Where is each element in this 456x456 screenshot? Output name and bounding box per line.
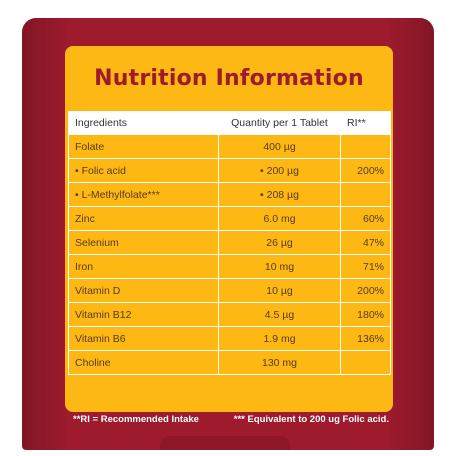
ingredient-name: Folate xyxy=(68,134,219,159)
ingredient-quantity: 1.9 mg xyxy=(218,326,341,351)
ingredient-quantity: 400 µg xyxy=(218,134,341,159)
footnote-ri: **RI = Recommended Intake xyxy=(73,414,199,425)
header-ingredients: Ingredients xyxy=(68,111,219,135)
ingredient-quantity: 10 µg xyxy=(218,278,341,303)
nutrition-table: Ingredients Quantity per 1 Tablet RI** F… xyxy=(68,111,391,375)
table-row: Vitamin B12 4.5 µg 180% xyxy=(68,302,391,327)
ingredient-quantity: 26 µg xyxy=(218,230,341,255)
ingredient-ri: 136% xyxy=(340,326,391,351)
ingredient-ri: 47% xyxy=(340,230,391,255)
ingredient-quantity: 130 mg xyxy=(218,350,341,375)
ingredient-ri: 71% xyxy=(340,254,391,279)
table-row: Choline 130 mg xyxy=(68,350,391,375)
ingredient-quantity: 6.0 mg xyxy=(218,206,341,231)
ingredient-ri: 200% xyxy=(340,278,391,303)
table-row: Vitamin B6 1.9 mg 136% xyxy=(68,326,391,351)
ingredient-name: Vitamin B12 xyxy=(68,302,219,327)
ingredient-ri xyxy=(340,350,391,375)
ingredient-ri xyxy=(340,182,391,207)
ingredient-name: Choline xyxy=(68,350,219,375)
ingredient-name: • L-Methylfolate*** xyxy=(68,182,219,207)
ingredient-name: Iron xyxy=(68,254,219,279)
ingredient-name: • Folic acid xyxy=(68,158,219,183)
footnote-folate: *** Equivalent to 200 ug Folic acid. xyxy=(233,414,389,425)
nutrition-title: Nutrition Information xyxy=(94,66,364,91)
table-row: Iron 10 mg 71% xyxy=(68,254,391,279)
table-row: • L-Methylfolate*** • 208 µg xyxy=(68,182,391,207)
footnotes: **RI = Recommended Intake *** Equivalent… xyxy=(65,414,393,430)
ingredient-ri: 180% xyxy=(340,302,391,327)
package-tab xyxy=(160,436,290,450)
table-row: Zinc 6.0 mg 60% xyxy=(68,206,391,231)
ingredient-name: Vitamin B6 xyxy=(68,326,219,351)
table-row: Selenium 26 µg 47% xyxy=(68,230,391,255)
table-row: • Folic acid • 200 µg 200% xyxy=(68,158,391,183)
header-ri: RI** xyxy=(340,111,391,135)
table-header-row: Ingredients Quantity per 1 Tablet RI** xyxy=(68,111,391,135)
ingredient-name: Vitamin D xyxy=(68,278,219,303)
ingredient-quantity: 4.5 µg xyxy=(218,302,341,327)
ingredient-quantity: 10 mg xyxy=(218,254,341,279)
ingredient-ri xyxy=(340,134,391,159)
header-quantity: Quantity per 1 Tablet xyxy=(218,111,341,135)
ingredient-quantity: • 208 µg xyxy=(218,182,341,207)
ingredient-name: Zinc xyxy=(68,206,219,231)
nutrition-panel: Nutrition Information Ingredients Quanti… xyxy=(65,46,393,412)
table-row: Vitamin D 10 µg 200% xyxy=(68,278,391,303)
ingredient-ri: 200% xyxy=(340,158,391,183)
ingredient-name: Selenium xyxy=(68,230,219,255)
ingredient-quantity: • 200 µg xyxy=(218,158,341,183)
table-row: Folate 400 µg xyxy=(68,134,391,159)
ingredient-ri: 60% xyxy=(340,206,391,231)
